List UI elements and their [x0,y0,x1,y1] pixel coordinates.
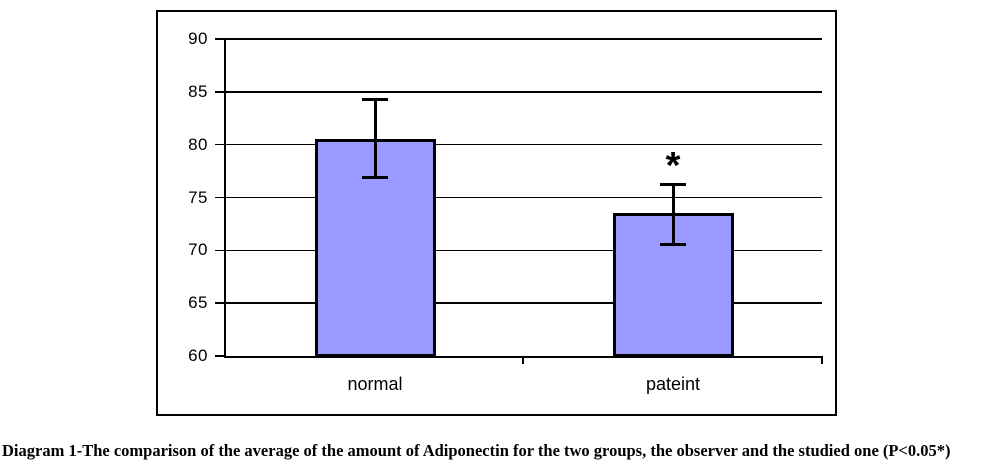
error-bar-stem [671,183,675,246]
y-tick-label: 60 [188,346,208,365]
error-bar-bottom-cap [362,176,388,180]
gridline [225,143,822,146]
y-axis-tick [215,91,225,93]
y-tick-label: 85 [188,81,208,101]
y-tick-label: 65 [188,293,208,313]
y-axis-tick [215,38,225,40]
gridline [225,196,822,199]
significance-star: * [665,144,681,187]
y-tick-label: 75 [188,187,208,207]
y-axis-tick [215,302,225,304]
gridline [225,38,822,40]
y-axis-tick [215,143,225,146]
y-axis-line [224,39,226,358]
y-axis-tick [215,249,225,252]
figure-caption: Diagram 1-The comparison of the average … [2,441,951,460]
y-tick-label: 80 [188,134,208,154]
x-category-label: normal [347,374,403,394]
gridline [225,302,822,304]
error-bar-stem [373,99,377,179]
error-bar-bottom-cap [660,243,686,247]
y-axis-tick [215,196,225,199]
x-axis-tick [522,356,524,364]
y-tick-label: 90 [188,29,208,48]
error-bar-top-cap [362,98,388,102]
y-axis-tick [215,355,225,357]
x-category-label: pateint [645,374,701,394]
y-tick-label: 70 [188,240,208,260]
error-bar-top-cap [660,182,686,186]
x-axis-tick [821,356,823,364]
gridline [225,249,822,252]
chart-frame: 60 65 70 75 80 85 90 normal * pateint [156,10,837,416]
gridline [225,91,822,93]
